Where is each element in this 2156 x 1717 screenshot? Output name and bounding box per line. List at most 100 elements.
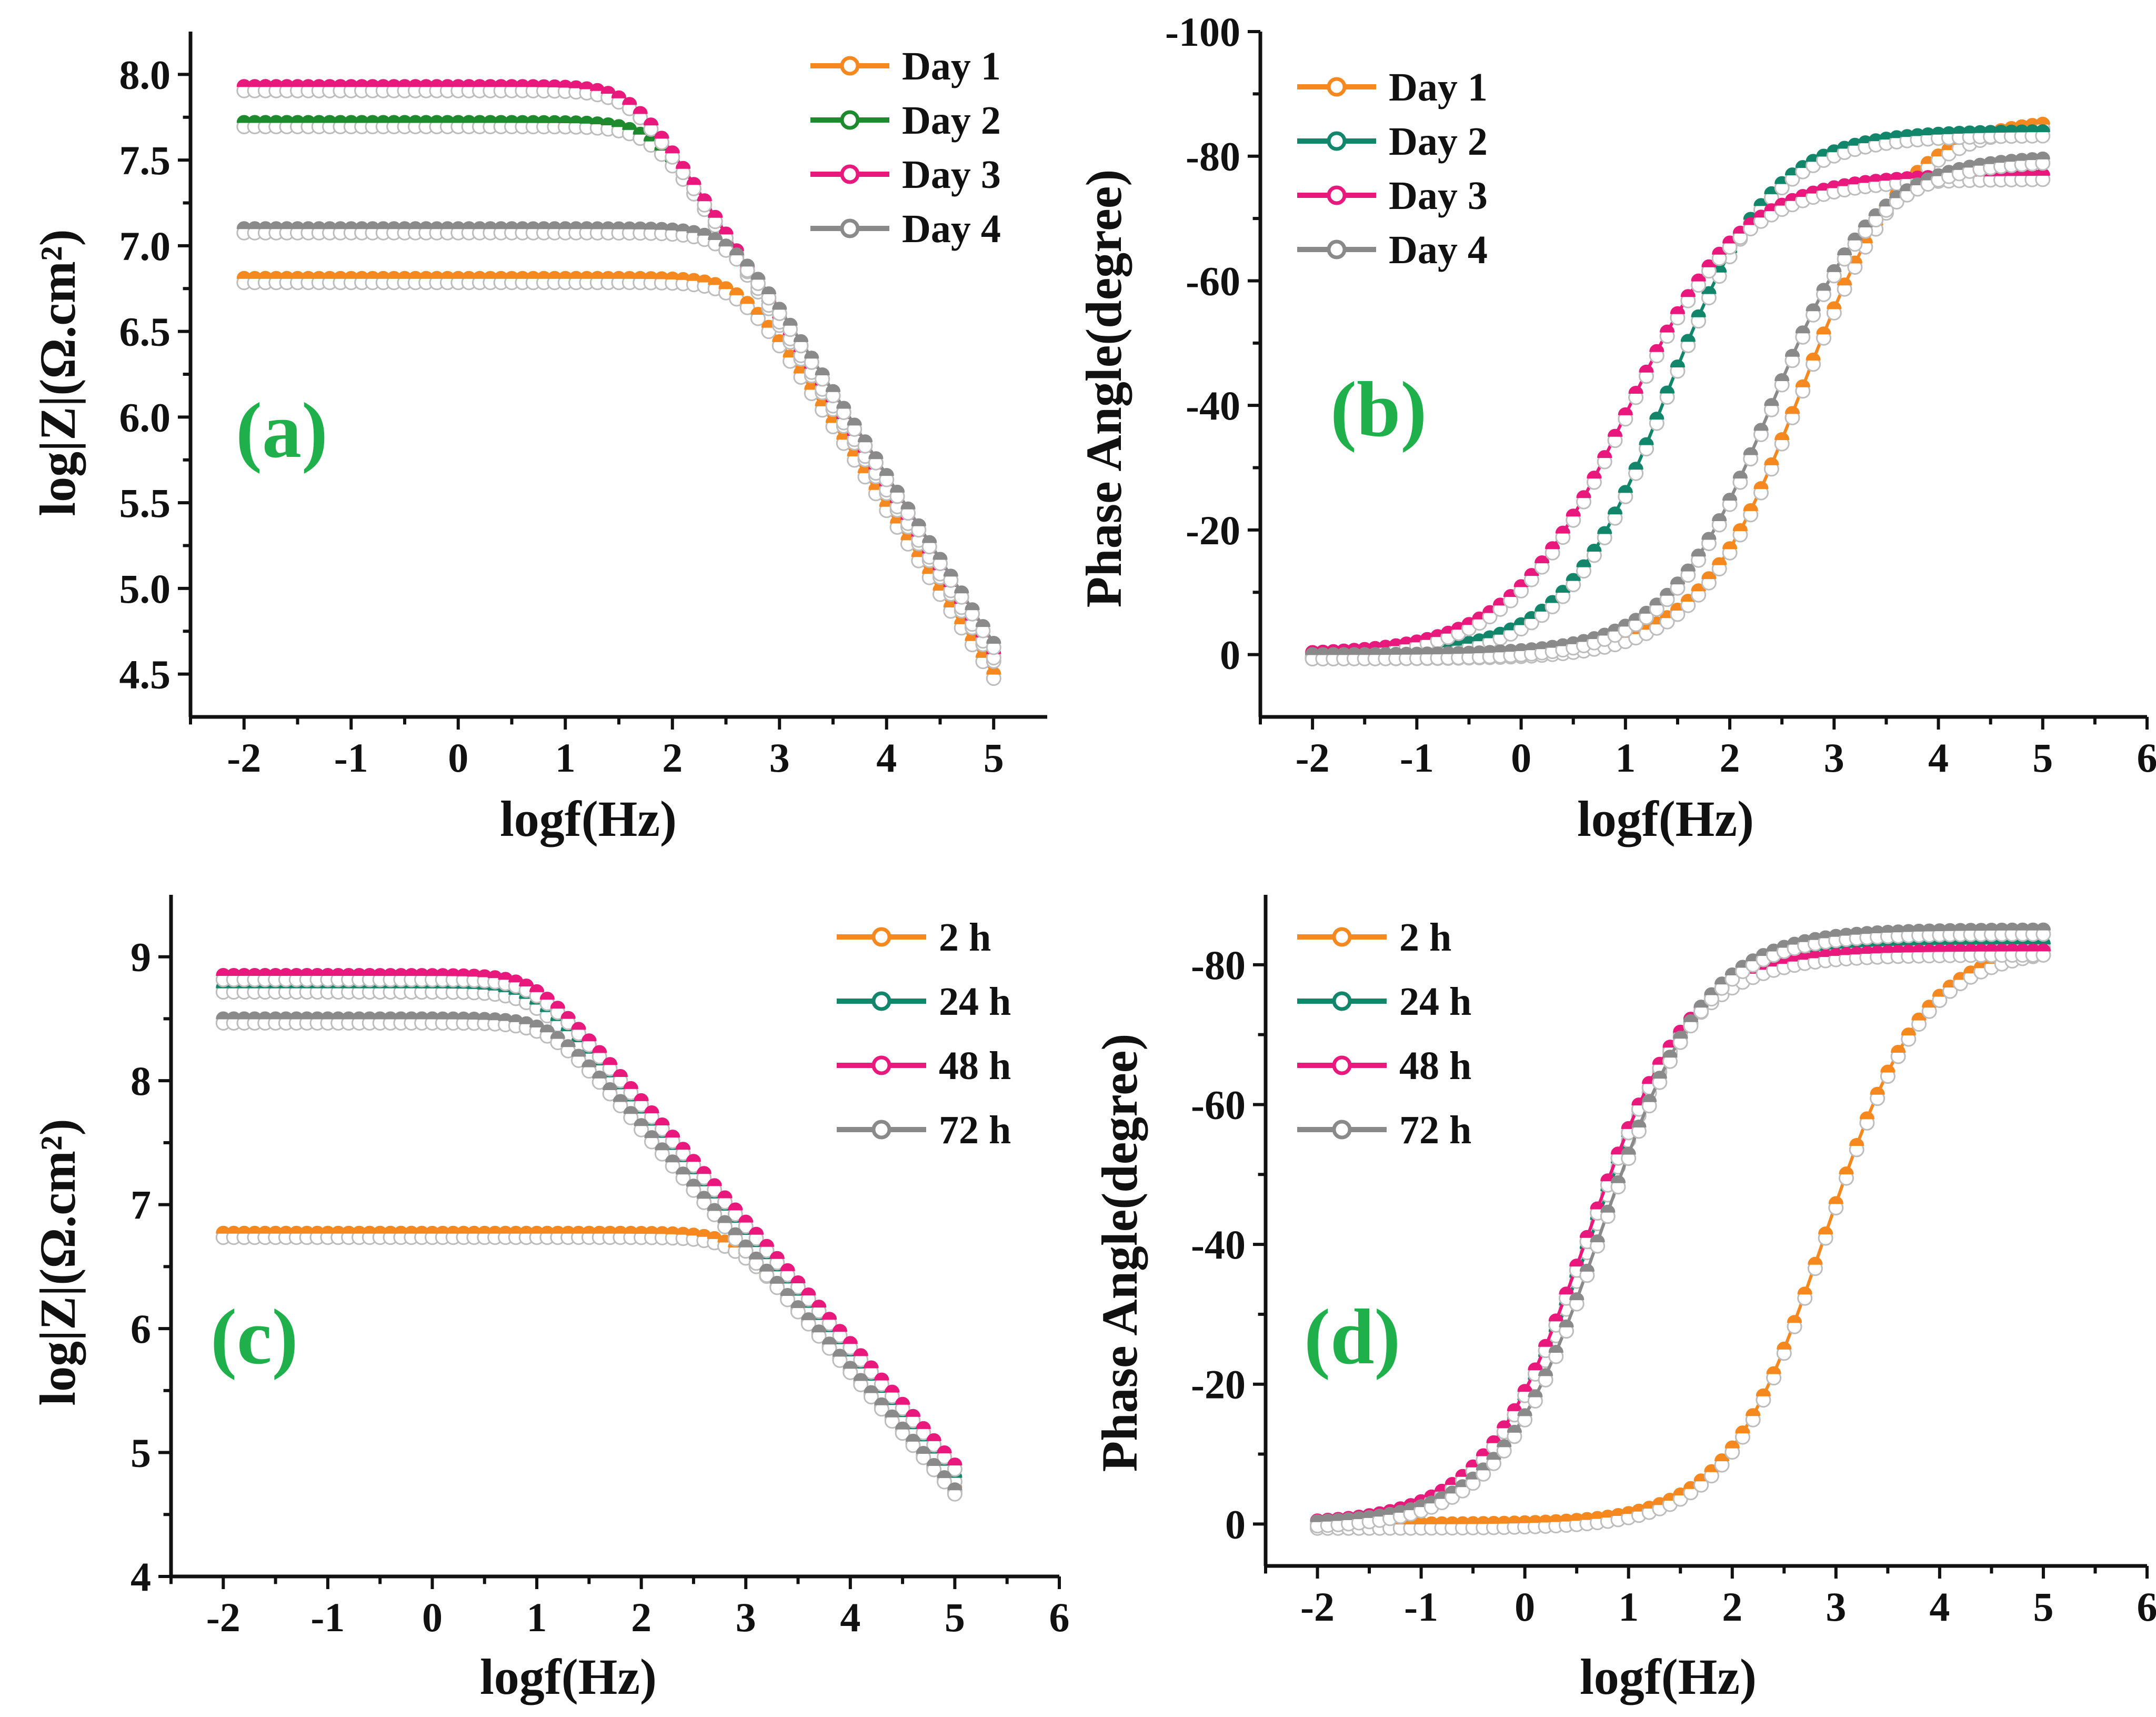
data-point xyxy=(1528,1362,1543,1371)
data-point xyxy=(1712,513,1727,521)
data-point xyxy=(1714,1453,1730,1462)
data-point xyxy=(811,1324,827,1333)
data-point xyxy=(1639,437,1654,445)
data-point xyxy=(1683,1014,1698,1022)
data-point xyxy=(571,1022,586,1030)
data-point xyxy=(560,1011,576,1019)
data-point xyxy=(1901,1027,1916,1036)
data-point xyxy=(1732,471,1748,479)
panel-b-label: (b) xyxy=(1330,366,1427,453)
data-point xyxy=(864,1360,879,1369)
legend-label: Day 1 xyxy=(902,44,1001,88)
data-point xyxy=(1680,334,1696,342)
data-point xyxy=(1839,1166,1854,1175)
data-point xyxy=(1607,506,1623,515)
data-point xyxy=(1590,1234,1605,1243)
x-tick-label: 3 xyxy=(736,1594,756,1640)
data-point xyxy=(707,1178,722,1186)
y-tick-label: -100 xyxy=(1165,9,1240,55)
legend-label: Day 4 xyxy=(1389,228,1488,272)
data-point xyxy=(697,193,712,202)
data-point xyxy=(634,1118,649,1126)
data-point xyxy=(603,1082,618,1090)
data-point xyxy=(879,468,894,476)
panel-b-legend: Day 1 Day 2 Day 3 Day 4 xyxy=(1297,65,1488,272)
data-point xyxy=(1569,1292,1585,1301)
data-point xyxy=(560,1039,576,1047)
y-tick-label: 7.0 xyxy=(119,223,171,269)
data-point xyxy=(780,1288,795,1296)
data-point xyxy=(1837,247,1852,255)
data-point xyxy=(1911,1012,1927,1021)
data-point xyxy=(864,1385,879,1393)
y-tick-label: 6.0 xyxy=(119,394,171,440)
data-point xyxy=(804,351,819,359)
y-tick-label: -60 xyxy=(1191,1082,1246,1127)
data-point xyxy=(1642,1094,1657,1102)
data-point xyxy=(926,1433,941,1441)
data-point xyxy=(905,1433,921,1442)
panel-a-legend: Day 1 Day 2 Day 3 Day 4 xyxy=(810,44,1001,251)
y-tick-label: 6.5 xyxy=(119,309,171,355)
data-point xyxy=(1680,563,1696,572)
data-point xyxy=(749,1251,764,1260)
data-point xyxy=(1628,462,1643,470)
legend-label: Day 2 xyxy=(902,98,1001,143)
data-point xyxy=(975,619,990,627)
panel-d-legend: 2 h 24 h 48 h 72 h xyxy=(1297,915,1471,1152)
x-tick-label: 0 xyxy=(448,735,468,781)
data-point xyxy=(1621,1146,1636,1155)
panel-c-label: (c) xyxy=(210,1293,298,1381)
panel-c-legend: 2 h 24 h 48 h 72 h xyxy=(837,915,1011,1152)
data-point xyxy=(1587,471,1602,479)
data-point xyxy=(1548,1313,1563,1322)
panel-a-ylabel: log|Z|(Ω.cm²) xyxy=(29,229,86,516)
y-tick-label: 8.0 xyxy=(119,52,171,97)
panel-b-series xyxy=(1305,116,2051,667)
data-point xyxy=(1566,508,1581,517)
legend-marker xyxy=(1332,1120,1352,1140)
data-point xyxy=(1691,548,1706,557)
data-point xyxy=(1576,490,1591,498)
legend-marker xyxy=(840,164,860,184)
data-point xyxy=(759,1239,775,1247)
data-point xyxy=(947,1458,962,1466)
data-point xyxy=(1746,1408,1761,1416)
data-point xyxy=(853,1373,868,1381)
legend-marker xyxy=(1327,77,1347,97)
data-point xyxy=(1701,571,1717,580)
data-point xyxy=(783,317,798,326)
legend-marker xyxy=(1327,131,1347,151)
data-point xyxy=(519,979,534,987)
x-tick-label: 1 xyxy=(555,735,576,781)
legend-marker xyxy=(871,991,891,1011)
panel-c-ylabel: log|Z|(Ω.cm²) xyxy=(29,1119,86,1405)
data-point xyxy=(707,1203,722,1211)
data-point xyxy=(1891,1045,1906,1053)
panel-b-axes: -2 -1 0 1 2 3 4 5 6 0 -20 -40 -60 -80 -100 xyxy=(1165,9,2156,781)
data-point xyxy=(822,1312,837,1320)
x-tick-label: 6 xyxy=(2137,1584,2156,1630)
y-tick-label: 0 xyxy=(1220,632,1240,678)
data-point xyxy=(1576,559,1591,567)
data-point xyxy=(1732,523,1748,531)
data-point xyxy=(1545,541,1560,550)
data-point xyxy=(592,1070,607,1079)
data-point xyxy=(623,1081,638,1089)
data-point xyxy=(644,1105,659,1113)
data-point xyxy=(868,451,884,460)
data-point xyxy=(1806,352,1821,361)
legend-marker xyxy=(871,1120,891,1140)
data-point xyxy=(793,334,809,342)
x-tick-label: 2 xyxy=(1722,1584,1742,1630)
data-point xyxy=(2035,124,2050,133)
data-point xyxy=(1701,532,1717,540)
data-point xyxy=(943,568,958,577)
data-point xyxy=(738,1214,754,1223)
panel-a-xlabel: logf(Hz) xyxy=(500,791,677,847)
data-point xyxy=(857,434,873,443)
data-point xyxy=(1774,432,1790,441)
legend-label: Day 1 xyxy=(1389,65,1488,109)
data-point xyxy=(1701,259,1717,267)
data-point xyxy=(686,1154,701,1162)
